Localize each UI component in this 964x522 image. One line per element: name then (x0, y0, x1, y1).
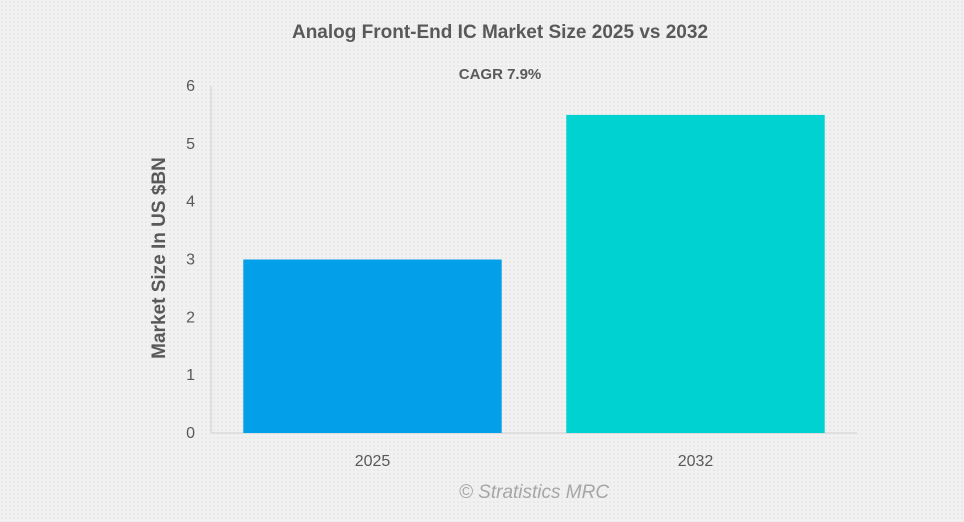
y-tick-label: 6 (186, 78, 195, 95)
y-tick-label: 5 (186, 136, 195, 153)
bar-2032 (566, 114, 825, 434)
y-tick-label: 0 (186, 425, 195, 442)
y-tick-label: 1 (186, 367, 195, 384)
y-tick-label: 2 (186, 309, 195, 326)
x-tick-label: 2032 (678, 453, 714, 470)
x-tick-label: 2025 (355, 453, 391, 470)
y-tick-label: 3 (186, 252, 195, 269)
watermark: © Stratistics MRC (458, 482, 610, 503)
chart-title: Analog Front-End IC Market Size 2025 vs … (291, 22, 709, 43)
y-tick-label: 4 (186, 194, 195, 211)
bar-2025 (243, 259, 502, 433)
chart-subtitle: CAGR 7.9% (458, 66, 542, 83)
